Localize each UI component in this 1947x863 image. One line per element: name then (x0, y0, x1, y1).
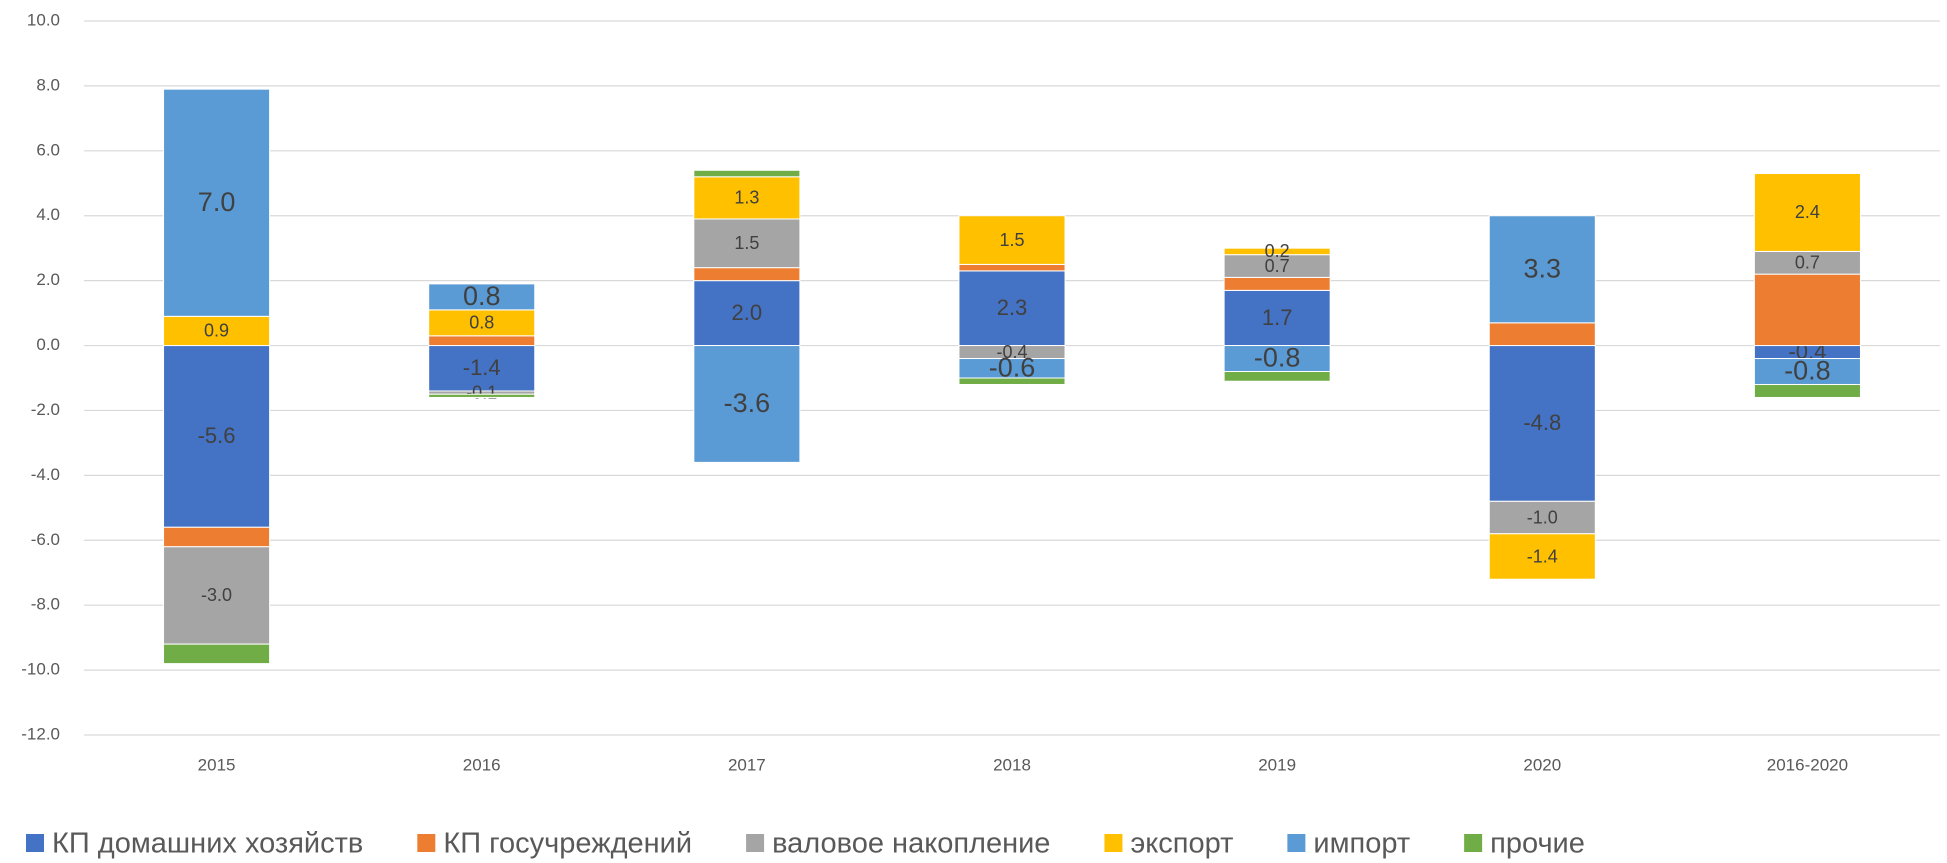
data-label: 2.0 (732, 300, 763, 325)
bar-segment (428, 335, 536, 347)
bar-segment (958, 215, 1066, 265)
y-tick-label: -4.0 (31, 465, 60, 484)
y-tick-label: 10.0 (27, 10, 60, 29)
bar-segment (428, 309, 536, 337)
data-label: -3.6 (724, 388, 771, 418)
x-tick-label: 2015 (198, 755, 236, 774)
y-tick-label: 8.0 (36, 75, 60, 94)
data-label: -1.4 (463, 355, 501, 380)
y-tick-label: 6.0 (36, 140, 60, 159)
bar-segment (1223, 247, 1331, 256)
legend-swatch (746, 834, 765, 852)
data-label: 0.9 (204, 321, 229, 341)
data-label: 0.8 (463, 281, 501, 311)
bar-segment (1223, 371, 1331, 382)
bar-segment (163, 643, 271, 665)
data-label: 2.4 (1795, 202, 1820, 222)
bar-segment (1488, 215, 1596, 324)
bar-segment (163, 88, 271, 317)
data-label: 1.5 (734, 233, 759, 253)
bar-segment (693, 176, 801, 220)
legend-label: валовое накопление (772, 828, 1050, 860)
y-tick-label: -2.0 (31, 400, 60, 419)
bar-segment (1753, 173, 1861, 252)
data-label: -5.6 (198, 423, 236, 448)
data-label: -0.4 (996, 342, 1027, 362)
bar-segment (1488, 500, 1596, 535)
data-label: 1.7 (1262, 305, 1293, 330)
data-label: 0.8 (469, 313, 494, 333)
bar-segment (1753, 273, 1861, 347)
bar-segment (1223, 276, 1331, 291)
bar-segment (958, 270, 1066, 347)
x-tick-label: 2016 (463, 755, 501, 774)
x-tick-label: 2016-2020 (1767, 755, 1848, 774)
data-label: -1.4 (1527, 546, 1558, 566)
bar-segment (1223, 289, 1331, 347)
x-tick-label: 2018 (993, 755, 1031, 774)
data-label: 1.3 (734, 188, 759, 208)
bar-segment (1488, 533, 1596, 580)
x-tick-label: 2017 (728, 755, 766, 774)
y-tick-label: -12.0 (21, 724, 60, 743)
bar-segment (1753, 358, 1861, 385)
data-label: 0.7 (1265, 256, 1290, 276)
bar-segment (958, 377, 1066, 385)
data-label: 1.5 (999, 230, 1024, 250)
bar-segment (693, 267, 801, 282)
legend-swatch (1464, 834, 1483, 852)
data-label: -0.6 (989, 352, 1036, 382)
bar-segment (163, 345, 271, 528)
data-label: 0.2 (1265, 241, 1290, 261)
y-tick-label: -8.0 (31, 595, 60, 614)
data-label: 7.0 (198, 187, 236, 217)
y-tick-label: -6.0 (31, 530, 60, 549)
data-label: -0.1 (466, 382, 497, 402)
bar-segment (1753, 383, 1861, 398)
bar-segment (693, 280, 801, 347)
legend-swatch (1287, 834, 1306, 852)
legend-swatch (417, 834, 436, 852)
legend-swatch (1104, 834, 1123, 852)
legend-label: прочие (1490, 828, 1585, 860)
legend-swatch (26, 834, 44, 852)
bar-segment (163, 546, 271, 645)
x-tick-label: 2019 (1258, 755, 1296, 774)
data-label: -0.8 (1784, 356, 1831, 386)
bar-segment (428, 283, 536, 311)
y-tick-label: -10.0 (21, 660, 60, 679)
y-tick-label: 4.0 (36, 205, 60, 224)
data-label: 0.7 (1795, 253, 1820, 273)
data-label: -3.0 (201, 585, 232, 605)
bar-segment (428, 393, 536, 398)
bar-segment (693, 218, 801, 269)
data-label: 2.3 (997, 295, 1028, 320)
legend-label: импорт (1313, 828, 1410, 860)
x-tick-label: 2020 (1523, 755, 1561, 774)
bar-segment (693, 345, 801, 463)
bar-segment (1488, 322, 1596, 347)
bar-segment (958, 263, 1066, 272)
bar-segment (163, 526, 271, 548)
legend-label: КП домашних хозяйств (52, 828, 363, 860)
data-label: -4.8 (1523, 410, 1561, 435)
legend-label: экспорт (1130, 828, 1233, 860)
y-tick-label: 0.0 (36, 335, 60, 354)
data-label: -1.0 (1527, 507, 1558, 527)
data-label: 3.3 (1524, 253, 1562, 283)
bar-segment (1488, 345, 1596, 502)
y-tick-label: 2.0 (36, 270, 60, 289)
data-label: -0.8 (1254, 343, 1301, 373)
legend-label: КП госучреждений (443, 828, 692, 860)
bar-segment (693, 169, 801, 178)
